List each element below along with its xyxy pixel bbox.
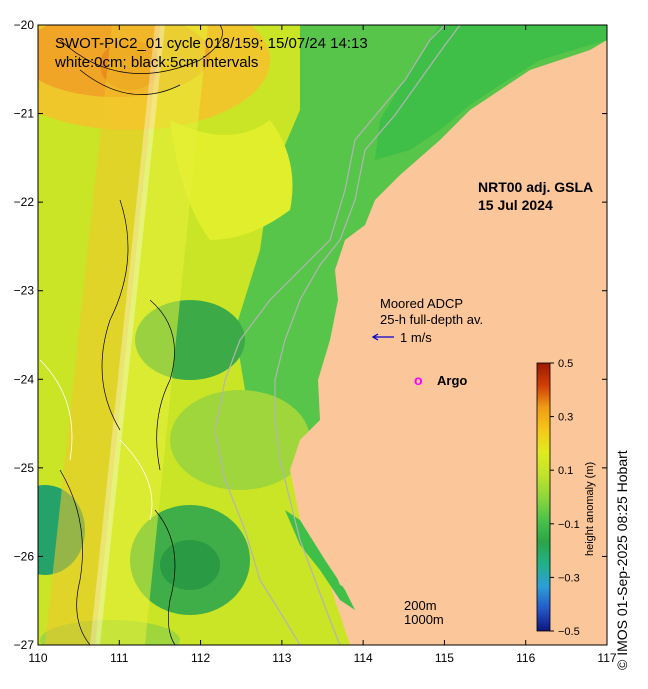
argo-label: Argo: [437, 373, 467, 388]
plot-area: [38, 25, 607, 645]
yellow-patch-north: [170, 120, 293, 240]
contour-line: [154, 509, 176, 645]
lat-tick-label: −24: [14, 372, 35, 386]
lat-tick-label: −20: [14, 18, 35, 32]
map-title-line2: white:0cm; black:5cm intervals: [54, 54, 258, 71]
lon-tick-label: 114: [354, 651, 373, 665]
green-yellow-band: [170, 390, 310, 490]
lon-tick-label: 113: [272, 651, 291, 665]
colorbar-tick-label: −0.1: [558, 519, 580, 531]
lat-tick-label: −25: [14, 461, 35, 475]
colorbar-tick-label: 0.5: [558, 358, 573, 370]
product-label-line2: 15 Jul 2024: [478, 197, 553, 213]
lat-tick-label: −22: [14, 195, 35, 209]
lon-tick-label: 116: [516, 651, 535, 665]
plot-frame: [37, 24, 608, 646]
colorbar: [536, 362, 551, 632]
depth-label-1000m: 1000m: [404, 612, 444, 627]
colorbar-tick-label: −0.5: [558, 626, 580, 638]
colorbar-ticks: 0.5 0.3 0.1 −0.1 −0.3 −0.5: [550, 358, 580, 638]
adcp-arrow-head-icon: [371, 333, 379, 341]
colorbar-title: height anomaly (m): [584, 462, 596, 556]
adcp-label-line1: Moored ADCP: [380, 296, 463, 311]
isobath-200m: [274, 25, 461, 645]
depth-label-200m: 200m: [404, 598, 437, 613]
zero-contour-line: [119, 439, 153, 521]
australia-land: [290, 25, 607, 645]
cool-eddy-south-core: [160, 540, 220, 590]
lat-tick-label: −27: [14, 638, 35, 652]
colorbar-tick-label: −0.3: [558, 572, 580, 584]
coast-strip: [372, 100, 490, 235]
lon-tick-label: 117: [597, 651, 616, 665]
swot-swath-left: [45, 25, 160, 645]
isobath-1000m: [214, 25, 446, 645]
adcp-scale-label: 1 m/s: [400, 330, 432, 345]
imos-credit: © IMOS 01-Sep-2025 08:25 Hobart: [614, 450, 630, 670]
northwest-shelf-water: [375, 25, 607, 160]
map-title-line1: SWOT-PIC2_01 cycle 018/159; 15/07/24 14:…: [55, 35, 368, 52]
swot-nadir-gap: [90, 25, 165, 645]
contour-line: [59, 469, 91, 645]
argo-marker-icon: o: [414, 372, 423, 388]
lat-tick-label: −23: [14, 284, 35, 298]
product-label-line1: NRT00 adj. GSLA: [478, 179, 593, 195]
contour-line: [101, 199, 129, 431]
colorbar-tick-label: 0.1: [558, 465, 573, 477]
contour-line: [59, 25, 223, 74]
latitude-axis: −20 −21 −22 −23 −24 −25 −26 −27: [14, 18, 607, 652]
lat-tick-label: −21: [14, 107, 35, 121]
swot-swath-right: [95, 25, 208, 645]
contour-line: [149, 299, 175, 471]
lon-tick-label: 111: [110, 651, 129, 665]
zero-contour-line: [39, 359, 73, 461]
shark-bay-peninsula: [318, 520, 352, 590]
adcp-label-line2: 25-h full-depth av.: [380, 312, 483, 327]
shark-bay-water: [285, 510, 355, 610]
lon-tick-label: 115: [435, 651, 454, 665]
lat-tick-label: −26: [14, 549, 35, 563]
lon-tick-label: 110: [28, 651, 47, 665]
lon-tick-label: 112: [191, 651, 210, 665]
contour-line: [79, 69, 181, 95]
colorbar-tick-label: 0.3: [558, 412, 573, 424]
longitude-axis: 110 111 112 113 114 115 116 117: [28, 25, 617, 665]
